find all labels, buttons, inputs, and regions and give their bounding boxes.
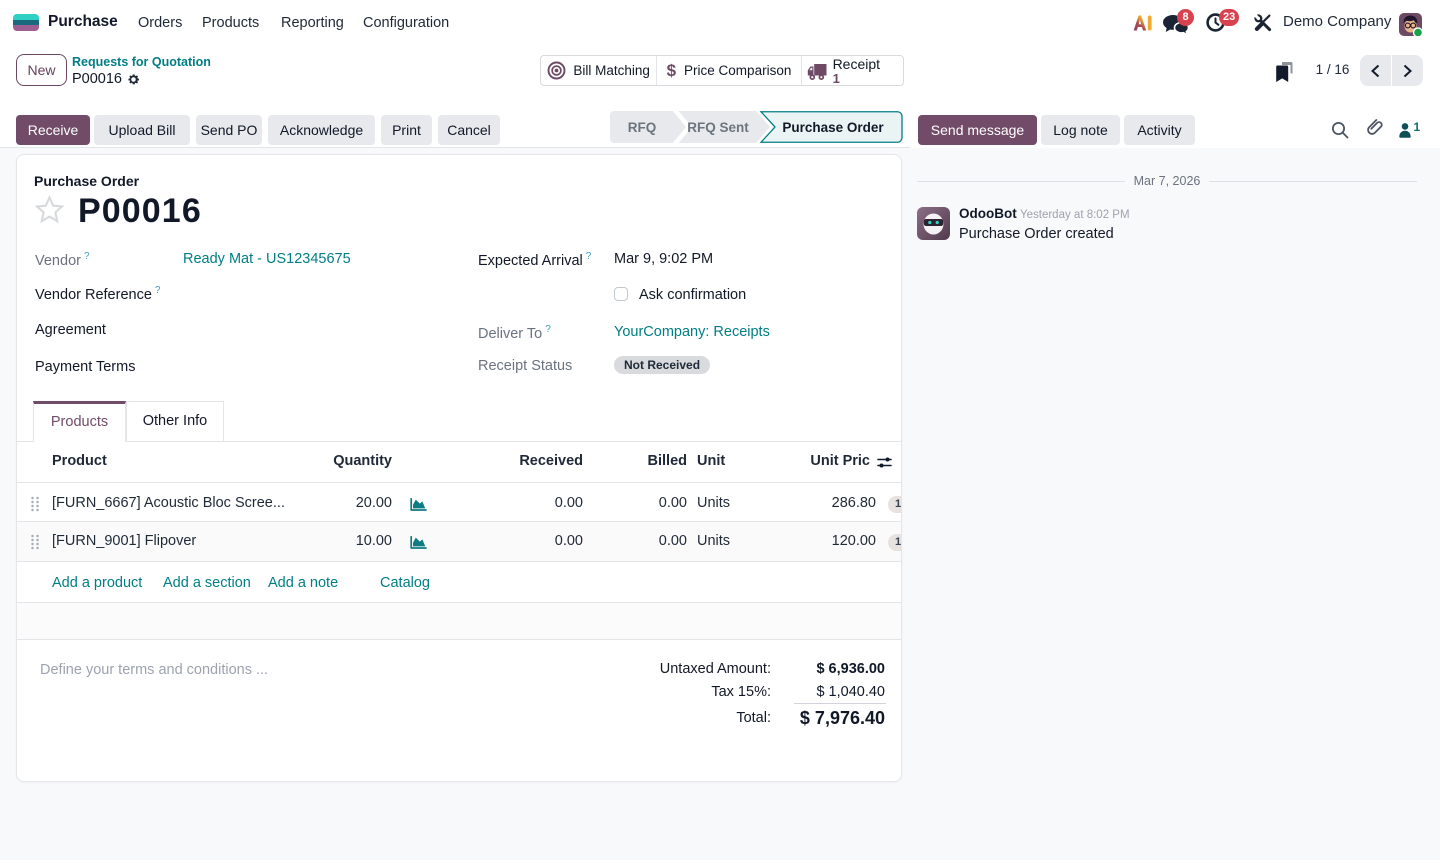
svg-text:RFQ: RFQ xyxy=(628,120,657,135)
svg-text:RFQ Sent: RFQ Sent xyxy=(687,120,749,135)
svg-text:Purchase Order: Purchase Order xyxy=(782,120,884,135)
svg-text:1: 1 xyxy=(1414,122,1421,134)
